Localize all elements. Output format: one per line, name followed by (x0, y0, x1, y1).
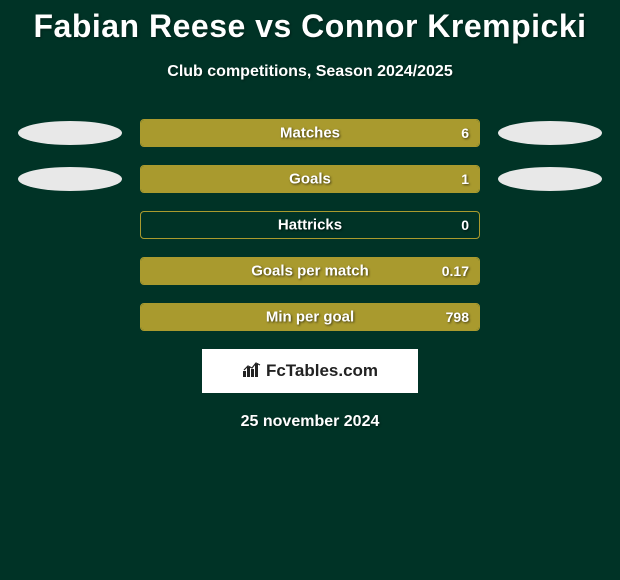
stat-label: Matches (280, 125, 340, 142)
stat-row: Matches 6 (0, 119, 620, 147)
oval-placeholder (498, 305, 602, 329)
oval-placeholder (498, 213, 602, 237)
player-left-oval (18, 121, 122, 145)
stat-bar: Goals per match 0.17 (140, 257, 480, 285)
page-title: Fabian Reese vs Connor Krempicki (0, 0, 620, 45)
stat-value: 6 (461, 125, 469, 141)
stat-bar: Min per goal 798 (140, 303, 480, 331)
stats-container: Matches 6 Goals 1 Hattricks 0 Goals per match 0… (0, 119, 620, 331)
stat-value: 0 (461, 217, 469, 233)
stat-bar: Hattricks 0 (140, 211, 480, 239)
stat-value: 798 (446, 309, 469, 325)
oval-placeholder (498, 259, 602, 283)
logo-box: FcTables.com (202, 349, 418, 393)
stat-row: Min per goal 798 (0, 303, 620, 331)
oval-placeholder (18, 259, 122, 283)
oval-placeholder (18, 213, 122, 237)
player-right-oval (498, 167, 602, 191)
stat-label: Min per goal (266, 309, 354, 326)
stat-bar: Matches 6 (140, 119, 480, 147)
stat-label: Goals (289, 171, 331, 188)
oval-placeholder (18, 305, 122, 329)
stat-row: Hattricks 0 (0, 211, 620, 239)
chart-icon (242, 361, 262, 382)
player-right-oval (498, 121, 602, 145)
stat-row: Goals 1 (0, 165, 620, 193)
stat-value: 1 (461, 171, 469, 187)
stat-value: 0.17 (442, 263, 469, 279)
logo-text: FcTables.com (266, 361, 378, 381)
stat-row: Goals per match 0.17 (0, 257, 620, 285)
stat-label: Hattricks (278, 217, 342, 234)
subtitle: Club competitions, Season 2024/2025 (0, 63, 620, 81)
date-text: 25 november 2024 (0, 413, 620, 431)
player-left-oval (18, 167, 122, 191)
logo: FcTables.com (242, 361, 378, 382)
stat-bar: Goals 1 (140, 165, 480, 193)
stat-label: Goals per match (251, 263, 369, 280)
